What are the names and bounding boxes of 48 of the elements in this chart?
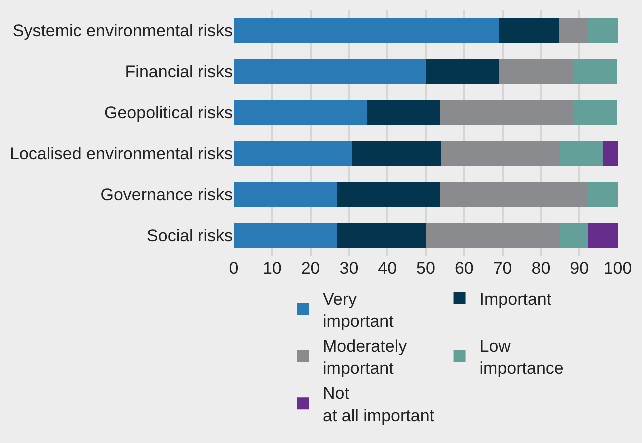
legend-label: Not at all important [323,384,435,426]
x-tick-label: 50 [416,259,436,278]
bar [234,141,352,166]
y-tick-label: Geopolitical risks [104,103,233,122]
bar [558,223,588,248]
bar [573,59,618,84]
bar [558,18,588,43]
bar [440,141,560,166]
bar [337,182,441,207]
bar [426,223,559,248]
bar [500,59,574,84]
legend-label: Moderately important [323,336,408,378]
bar [234,100,367,125]
x-tick-label: 40 [378,259,398,278]
bar [352,141,441,166]
y-tick-label: Social risks [147,226,233,246]
bar [588,18,618,43]
x-tick-label: 10 [262,259,282,278]
x-tick-label: 80 [532,259,551,278]
x-tick-label: 90 [570,259,590,278]
bar [234,223,338,248]
bar [440,100,574,125]
x-tick-label: 60 [454,259,474,278]
bar [234,18,500,43]
bar [440,182,588,207]
y-tick-label: Systemic environmental risks [12,21,233,40]
x-tick-label: 30 [340,259,359,278]
bar [366,100,441,125]
bar [426,59,500,84]
bar [603,141,618,166]
legend-label: Important [480,290,552,309]
legend-label: Low importance [480,336,564,378]
bar [500,18,559,43]
bar [573,100,618,125]
x-tick-label: 100 [604,259,632,278]
bar [588,182,618,207]
bar [337,223,426,248]
y-tick-label: Localised environmental risks [10,144,233,164]
bar [234,182,338,207]
x-tick-label: 0 [229,259,239,278]
y-tick-label: Governance risks [100,185,233,204]
x-tick-label: 70 [493,259,512,278]
bar [234,59,426,84]
bar [559,141,604,166]
y-tick-label: Financial risks [125,62,233,82]
legend-label: Very important [323,290,394,331]
bar [588,223,618,248]
x-tick-label: 20 [301,259,320,278]
